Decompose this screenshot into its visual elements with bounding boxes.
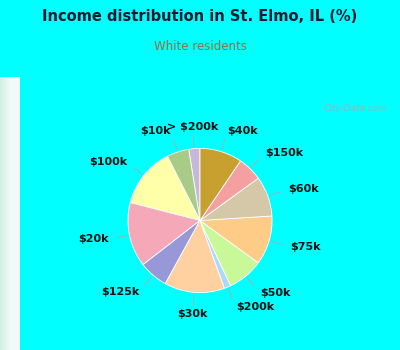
Wedge shape xyxy=(200,216,272,263)
Wedge shape xyxy=(200,148,240,220)
Bar xyxy=(7,77,17,350)
Bar xyxy=(4,77,14,350)
Bar xyxy=(3,77,13,350)
Bar xyxy=(7,77,17,350)
Bar xyxy=(9,77,19,350)
Bar xyxy=(6,77,16,350)
Bar xyxy=(1,77,11,350)
Bar xyxy=(6,77,16,350)
Bar xyxy=(5,77,15,350)
Bar xyxy=(8,77,18,350)
Text: $125k: $125k xyxy=(101,287,139,297)
Bar xyxy=(4,77,14,350)
Wedge shape xyxy=(200,220,231,288)
Bar xyxy=(0,77,10,350)
Bar xyxy=(9,77,19,350)
Wedge shape xyxy=(165,220,224,293)
Bar xyxy=(3,77,13,350)
Bar xyxy=(2,77,12,350)
Bar xyxy=(8,77,18,350)
Bar xyxy=(4,77,14,350)
Bar xyxy=(0,77,10,350)
Bar xyxy=(2,77,12,350)
Wedge shape xyxy=(189,148,200,220)
Bar xyxy=(4,77,14,350)
Text: $40k: $40k xyxy=(228,126,258,136)
Wedge shape xyxy=(143,220,200,284)
Wedge shape xyxy=(200,178,272,220)
Bar xyxy=(3,77,13,350)
Text: $150k: $150k xyxy=(265,148,303,158)
Bar xyxy=(2,77,12,350)
Wedge shape xyxy=(200,161,258,220)
Bar xyxy=(1,77,11,350)
Bar xyxy=(4,77,14,350)
Text: $30k: $30k xyxy=(178,309,208,319)
Wedge shape xyxy=(130,156,200,220)
Text: > $200k: > $200k xyxy=(167,122,218,132)
Text: $200k: $200k xyxy=(236,302,274,312)
Bar xyxy=(9,77,19,350)
Bar xyxy=(10,77,20,350)
Text: City-Data.com: City-Data.com xyxy=(324,104,388,113)
Bar xyxy=(5,77,15,350)
Bar xyxy=(2,77,12,350)
Bar xyxy=(5,77,15,350)
Text: $75k: $75k xyxy=(290,241,320,252)
Bar xyxy=(8,77,18,350)
Bar xyxy=(6,77,16,350)
Bar xyxy=(1,77,11,350)
Text: $60k: $60k xyxy=(288,184,319,194)
Bar xyxy=(2,77,12,350)
Text: Income distribution in St. Elmo, IL (%): Income distribution in St. Elmo, IL (%) xyxy=(42,9,358,24)
Text: $20k: $20k xyxy=(78,234,108,245)
Text: $100k: $100k xyxy=(89,157,127,167)
Bar xyxy=(10,77,20,350)
Bar xyxy=(8,77,18,350)
Bar xyxy=(6,77,16,350)
Bar xyxy=(8,77,18,350)
Wedge shape xyxy=(200,220,258,286)
Wedge shape xyxy=(128,203,200,265)
Text: $10k: $10k xyxy=(140,126,171,136)
Wedge shape xyxy=(167,149,200,220)
Text: $50k: $50k xyxy=(260,288,290,298)
Bar xyxy=(7,77,17,350)
Bar xyxy=(0,77,10,350)
Text: White residents: White residents xyxy=(154,40,246,53)
Bar xyxy=(6,77,16,350)
